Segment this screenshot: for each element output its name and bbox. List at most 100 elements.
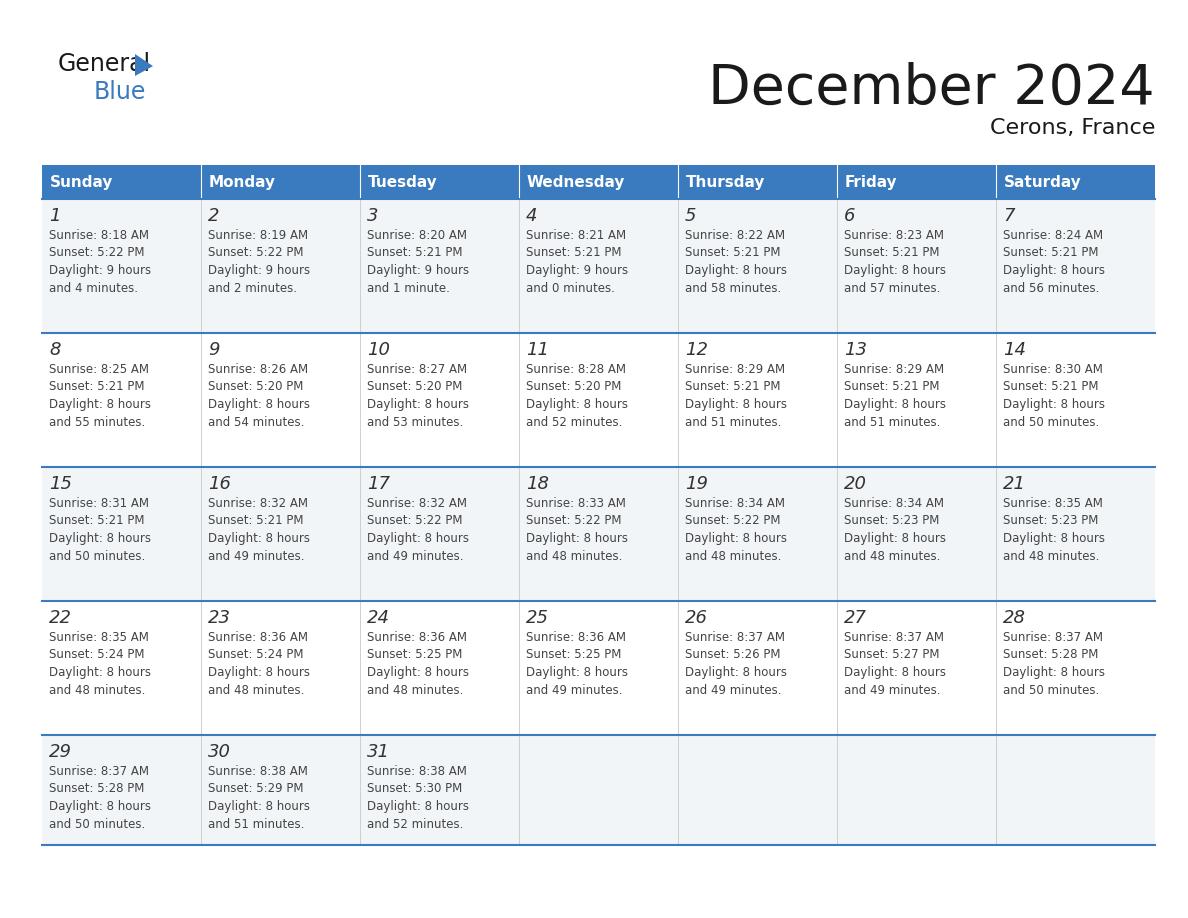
Bar xyxy=(519,199,678,333)
Text: Sunday: Sunday xyxy=(50,174,113,189)
Text: Tuesday: Tuesday xyxy=(368,174,437,189)
Text: 29: 29 xyxy=(49,743,72,761)
Bar xyxy=(201,333,360,467)
Bar xyxy=(519,735,678,845)
Bar xyxy=(996,735,1155,845)
Text: 7: 7 xyxy=(1003,207,1015,225)
Bar xyxy=(838,199,996,333)
Bar xyxy=(42,165,201,199)
Text: Sunrise: 8:20 AM
Sunset: 5:21 PM
Daylight: 9 hours
and 1 minute.: Sunrise: 8:20 AM Sunset: 5:21 PM Dayligh… xyxy=(367,229,469,295)
Bar xyxy=(838,333,996,467)
Text: Sunrise: 8:37 AM
Sunset: 5:28 PM
Daylight: 8 hours
and 50 minutes.: Sunrise: 8:37 AM Sunset: 5:28 PM Dayligh… xyxy=(1003,631,1105,697)
Bar xyxy=(678,333,838,467)
Text: 4: 4 xyxy=(526,207,537,225)
Bar xyxy=(360,199,519,333)
Text: Sunrise: 8:33 AM
Sunset: 5:22 PM
Daylight: 8 hours
and 48 minutes.: Sunrise: 8:33 AM Sunset: 5:22 PM Dayligh… xyxy=(526,497,628,563)
Bar xyxy=(201,735,360,845)
Text: Sunrise: 8:26 AM
Sunset: 5:20 PM
Daylight: 8 hours
and 54 minutes.: Sunrise: 8:26 AM Sunset: 5:20 PM Dayligh… xyxy=(208,363,310,429)
Text: Sunrise: 8:29 AM
Sunset: 5:21 PM
Daylight: 8 hours
and 51 minutes.: Sunrise: 8:29 AM Sunset: 5:21 PM Dayligh… xyxy=(843,363,946,429)
Text: Sunrise: 8:37 AM
Sunset: 5:28 PM
Daylight: 8 hours
and 50 minutes.: Sunrise: 8:37 AM Sunset: 5:28 PM Dayligh… xyxy=(49,765,151,831)
Text: Sunrise: 8:22 AM
Sunset: 5:21 PM
Daylight: 8 hours
and 58 minutes.: Sunrise: 8:22 AM Sunset: 5:21 PM Dayligh… xyxy=(685,229,786,295)
Text: 1: 1 xyxy=(49,207,61,225)
Bar xyxy=(360,333,519,467)
Text: 21: 21 xyxy=(1003,475,1026,493)
Text: Sunrise: 8:21 AM
Sunset: 5:21 PM
Daylight: 9 hours
and 0 minutes.: Sunrise: 8:21 AM Sunset: 5:21 PM Dayligh… xyxy=(526,229,628,295)
Text: Sunrise: 8:37 AM
Sunset: 5:26 PM
Daylight: 8 hours
and 49 minutes.: Sunrise: 8:37 AM Sunset: 5:26 PM Dayligh… xyxy=(685,631,786,697)
Bar xyxy=(201,601,360,735)
Text: Sunrise: 8:35 AM
Sunset: 5:24 PM
Daylight: 8 hours
and 48 minutes.: Sunrise: 8:35 AM Sunset: 5:24 PM Dayligh… xyxy=(49,631,151,697)
Text: Sunrise: 8:35 AM
Sunset: 5:23 PM
Daylight: 8 hours
and 48 minutes.: Sunrise: 8:35 AM Sunset: 5:23 PM Dayligh… xyxy=(1003,497,1105,563)
Bar xyxy=(201,467,360,601)
Text: 20: 20 xyxy=(843,475,867,493)
Text: Sunrise: 8:23 AM
Sunset: 5:21 PM
Daylight: 8 hours
and 57 minutes.: Sunrise: 8:23 AM Sunset: 5:21 PM Dayligh… xyxy=(843,229,946,295)
Text: 26: 26 xyxy=(685,609,708,627)
Text: 17: 17 xyxy=(367,475,390,493)
Text: Sunrise: 8:34 AM
Sunset: 5:23 PM
Daylight: 8 hours
and 48 minutes.: Sunrise: 8:34 AM Sunset: 5:23 PM Dayligh… xyxy=(843,497,946,563)
Text: Wednesday: Wednesday xyxy=(527,174,625,189)
Text: 16: 16 xyxy=(208,475,230,493)
Text: Sunrise: 8:24 AM
Sunset: 5:21 PM
Daylight: 8 hours
and 56 minutes.: Sunrise: 8:24 AM Sunset: 5:21 PM Dayligh… xyxy=(1003,229,1105,295)
Text: Sunrise: 8:18 AM
Sunset: 5:22 PM
Daylight: 9 hours
and 4 minutes.: Sunrise: 8:18 AM Sunset: 5:22 PM Dayligh… xyxy=(49,229,151,295)
Bar xyxy=(42,467,201,601)
Text: 10: 10 xyxy=(367,341,390,359)
Bar xyxy=(42,333,201,467)
Bar xyxy=(360,735,519,845)
Text: Monday: Monday xyxy=(209,174,276,189)
Text: Sunrise: 8:38 AM
Sunset: 5:29 PM
Daylight: 8 hours
and 51 minutes.: Sunrise: 8:38 AM Sunset: 5:29 PM Dayligh… xyxy=(208,765,310,831)
Text: 27: 27 xyxy=(843,609,867,627)
Text: Sunrise: 8:36 AM
Sunset: 5:25 PM
Daylight: 8 hours
and 49 minutes.: Sunrise: 8:36 AM Sunset: 5:25 PM Dayligh… xyxy=(526,631,628,697)
Bar xyxy=(838,601,996,735)
Bar xyxy=(996,165,1155,199)
Bar xyxy=(838,467,996,601)
Text: Sunrise: 8:29 AM
Sunset: 5:21 PM
Daylight: 8 hours
and 51 minutes.: Sunrise: 8:29 AM Sunset: 5:21 PM Dayligh… xyxy=(685,363,786,429)
Text: 30: 30 xyxy=(208,743,230,761)
Text: 24: 24 xyxy=(367,609,390,627)
Bar xyxy=(678,199,838,333)
Text: Sunrise: 8:37 AM
Sunset: 5:27 PM
Daylight: 8 hours
and 49 minutes.: Sunrise: 8:37 AM Sunset: 5:27 PM Dayligh… xyxy=(843,631,946,697)
Text: Sunrise: 8:32 AM
Sunset: 5:21 PM
Daylight: 8 hours
and 49 minutes.: Sunrise: 8:32 AM Sunset: 5:21 PM Dayligh… xyxy=(208,497,310,563)
Bar xyxy=(678,735,838,845)
Text: Friday: Friday xyxy=(845,174,898,189)
Bar xyxy=(519,467,678,601)
Text: Sunrise: 8:38 AM
Sunset: 5:30 PM
Daylight: 8 hours
and 52 minutes.: Sunrise: 8:38 AM Sunset: 5:30 PM Dayligh… xyxy=(367,765,469,831)
Bar xyxy=(360,165,519,199)
Bar xyxy=(201,199,360,333)
Bar xyxy=(996,467,1155,601)
Text: 15: 15 xyxy=(49,475,72,493)
Text: 6: 6 xyxy=(843,207,855,225)
Bar xyxy=(42,199,201,333)
Bar xyxy=(201,165,360,199)
Text: Sunrise: 8:36 AM
Sunset: 5:24 PM
Daylight: 8 hours
and 48 minutes.: Sunrise: 8:36 AM Sunset: 5:24 PM Dayligh… xyxy=(208,631,310,697)
Polygon shape xyxy=(135,54,153,76)
Text: Sunrise: 8:27 AM
Sunset: 5:20 PM
Daylight: 8 hours
and 53 minutes.: Sunrise: 8:27 AM Sunset: 5:20 PM Dayligh… xyxy=(367,363,469,429)
Text: Sunrise: 8:28 AM
Sunset: 5:20 PM
Daylight: 8 hours
and 52 minutes.: Sunrise: 8:28 AM Sunset: 5:20 PM Dayligh… xyxy=(526,363,628,429)
Bar xyxy=(360,601,519,735)
Text: Sunrise: 8:32 AM
Sunset: 5:22 PM
Daylight: 8 hours
and 49 minutes.: Sunrise: 8:32 AM Sunset: 5:22 PM Dayligh… xyxy=(367,497,469,563)
Bar xyxy=(996,199,1155,333)
Text: 11: 11 xyxy=(526,341,549,359)
Text: 13: 13 xyxy=(843,341,867,359)
Text: Sunrise: 8:25 AM
Sunset: 5:21 PM
Daylight: 8 hours
and 55 minutes.: Sunrise: 8:25 AM Sunset: 5:21 PM Dayligh… xyxy=(49,363,151,429)
Text: December 2024: December 2024 xyxy=(708,62,1155,116)
Text: Blue: Blue xyxy=(94,80,146,104)
Text: 12: 12 xyxy=(685,341,708,359)
Bar xyxy=(678,601,838,735)
Text: Saturday: Saturday xyxy=(1004,174,1082,189)
Bar xyxy=(519,601,678,735)
Text: Sunrise: 8:34 AM
Sunset: 5:22 PM
Daylight: 8 hours
and 48 minutes.: Sunrise: 8:34 AM Sunset: 5:22 PM Dayligh… xyxy=(685,497,786,563)
Bar xyxy=(678,467,838,601)
Bar xyxy=(519,333,678,467)
Text: Sunrise: 8:36 AM
Sunset: 5:25 PM
Daylight: 8 hours
and 48 minutes.: Sunrise: 8:36 AM Sunset: 5:25 PM Dayligh… xyxy=(367,631,469,697)
Text: 28: 28 xyxy=(1003,609,1026,627)
Bar xyxy=(996,601,1155,735)
Text: Sunrise: 8:30 AM
Sunset: 5:21 PM
Daylight: 8 hours
and 50 minutes.: Sunrise: 8:30 AM Sunset: 5:21 PM Dayligh… xyxy=(1003,363,1105,429)
Bar xyxy=(996,333,1155,467)
Bar xyxy=(42,601,201,735)
Text: 14: 14 xyxy=(1003,341,1026,359)
Text: 8: 8 xyxy=(49,341,61,359)
Text: 19: 19 xyxy=(685,475,708,493)
Text: 3: 3 xyxy=(367,207,379,225)
Bar xyxy=(360,467,519,601)
Text: 2: 2 xyxy=(208,207,220,225)
Text: Sunrise: 8:31 AM
Sunset: 5:21 PM
Daylight: 8 hours
and 50 minutes.: Sunrise: 8:31 AM Sunset: 5:21 PM Dayligh… xyxy=(49,497,151,563)
